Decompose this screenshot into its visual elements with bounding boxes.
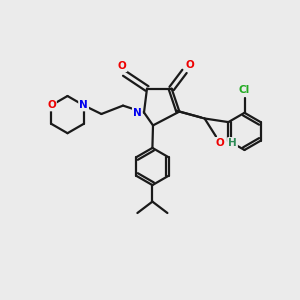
Text: O: O (215, 138, 224, 148)
Text: N: N (133, 107, 142, 118)
Text: O: O (118, 61, 127, 71)
Text: O: O (47, 100, 56, 110)
Text: N: N (79, 100, 88, 110)
Text: Cl: Cl (239, 85, 250, 95)
Text: O: O (185, 60, 194, 70)
Text: H: H (228, 138, 237, 148)
